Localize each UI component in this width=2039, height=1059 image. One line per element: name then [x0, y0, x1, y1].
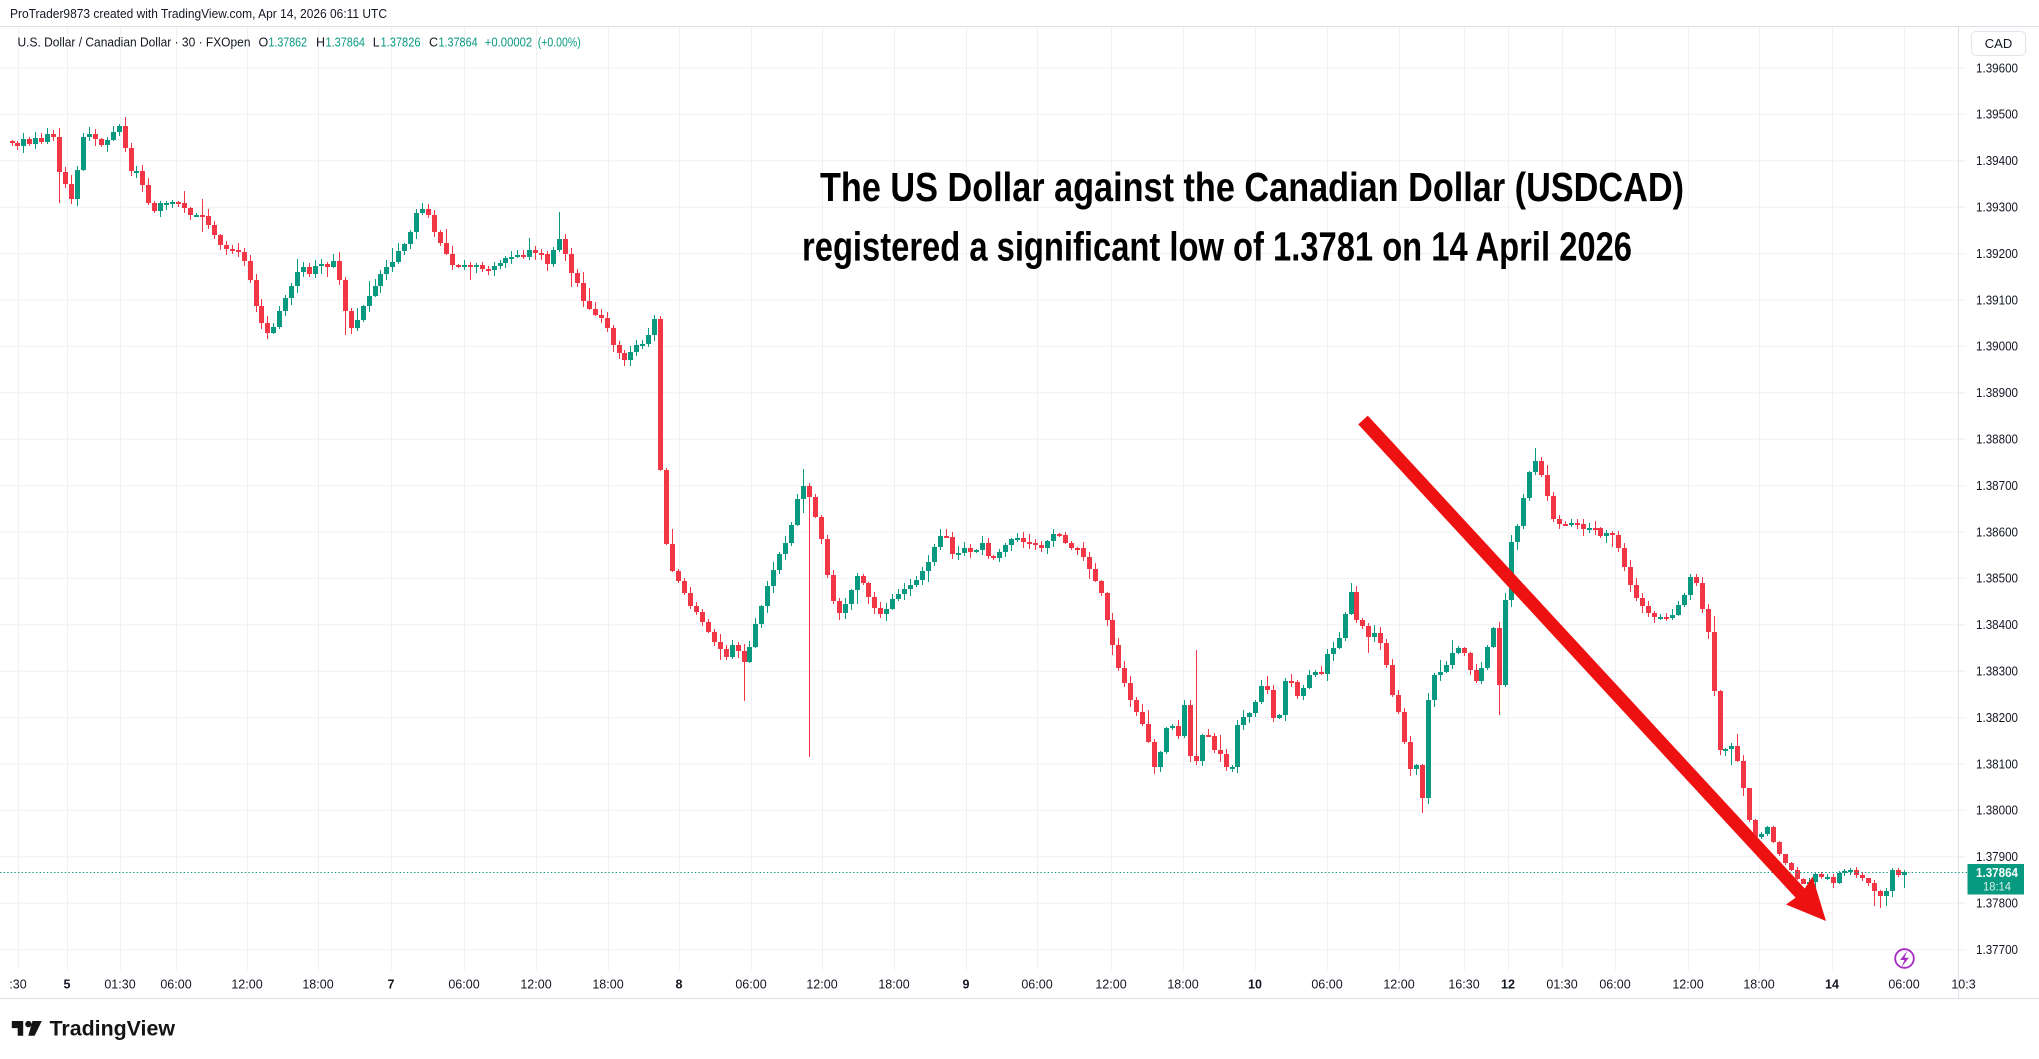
svg-text:12:00: 12:00 — [1672, 978, 1703, 992]
svg-text:18:00: 18:00 — [878, 978, 909, 992]
svg-text:1.37864: 1.37864 — [326, 36, 366, 50]
svg-text:10: 10 — [1248, 978, 1262, 992]
svg-text:12:00: 12:00 — [231, 978, 262, 992]
svg-text:10:3: 10:3 — [1951, 978, 1975, 992]
svg-text:18:00: 18:00 — [302, 978, 333, 992]
svg-text:1.39300: 1.39300 — [1976, 201, 2018, 215]
svg-text:U.S. Dollar / Canadian Dollar: U.S. Dollar / Canadian Dollar · 30 · FXO… — [18, 36, 251, 50]
svg-text:TradingView: TradingView — [50, 1018, 176, 1041]
svg-text:06:00: 06:00 — [735, 978, 766, 992]
svg-text:H: H — [316, 36, 325, 50]
svg-text:L: L — [373, 36, 380, 50]
svg-text:1.37800: 1.37800 — [1976, 897, 2018, 911]
svg-text:O: O — [259, 36, 269, 50]
svg-text:06:00: 06:00 — [1021, 978, 1052, 992]
svg-text:1.39400: 1.39400 — [1976, 154, 2018, 168]
svg-text:registered a significant low o: registered a significant low of 1.3781 o… — [802, 224, 1632, 270]
svg-text:5: 5 — [64, 978, 71, 992]
svg-text:1.38000: 1.38000 — [1976, 804, 2018, 818]
svg-text:CAD: CAD — [1985, 36, 2012, 51]
svg-text:1.39500: 1.39500 — [1976, 108, 2018, 122]
svg-text:1.38600: 1.38600 — [1976, 525, 2018, 539]
svg-text:ProTrader9873 created with Tra: ProTrader9873 created with TradingView.c… — [10, 6, 387, 21]
svg-text:06:00: 06:00 — [448, 978, 479, 992]
svg-text:1.37900: 1.37900 — [1976, 850, 2018, 864]
svg-text:1.38400: 1.38400 — [1976, 618, 2018, 632]
svg-text:14: 14 — [1825, 978, 1839, 992]
svg-text::30: :30 — [9, 978, 26, 992]
svg-text:1.38800: 1.38800 — [1976, 433, 2018, 447]
svg-text:1.38900: 1.38900 — [1976, 386, 2018, 400]
svg-text:7: 7 — [388, 978, 395, 992]
svg-text:1.37700: 1.37700 — [1976, 943, 2018, 957]
svg-text:06:00: 06:00 — [1888, 978, 1919, 992]
svg-text:1.38700: 1.38700 — [1976, 479, 2018, 493]
svg-text:12:00: 12:00 — [520, 978, 551, 992]
svg-text:8: 8 — [676, 978, 683, 992]
svg-text:1.39000: 1.39000 — [1976, 340, 2018, 354]
svg-text:01:30: 01:30 — [104, 978, 135, 992]
svg-text:C: C — [429, 36, 438, 50]
svg-text:06:00: 06:00 — [1311, 978, 1342, 992]
svg-text:1.38300: 1.38300 — [1976, 665, 2018, 679]
svg-text:06:00: 06:00 — [1599, 978, 1630, 992]
svg-text:18:00: 18:00 — [1743, 978, 1774, 992]
svg-text:The US Dollar against the Cana: The US Dollar against the Canadian Dolla… — [820, 164, 1684, 210]
svg-text:1.37826: 1.37826 — [381, 36, 421, 50]
svg-text:12:00: 12:00 — [1383, 978, 1414, 992]
svg-text:1.39100: 1.39100 — [1976, 293, 2018, 307]
svg-text:12: 12 — [1501, 978, 1515, 992]
svg-text:1.37864: 1.37864 — [1976, 866, 2018, 880]
svg-text:16:30: 16:30 — [1448, 978, 1479, 992]
svg-text:+0.00002: +0.00002 — [485, 36, 532, 50]
svg-text:18:14: 18:14 — [1983, 880, 2011, 894]
svg-text:1.39200: 1.39200 — [1976, 247, 2018, 261]
svg-text:1.37864: 1.37864 — [439, 36, 478, 50]
svg-text:(+0.00%): (+0.00%) — [538, 36, 581, 50]
svg-text:01:30: 01:30 — [1546, 978, 1577, 992]
svg-text:1.39600: 1.39600 — [1976, 61, 2018, 75]
svg-text:12:00: 12:00 — [1095, 978, 1126, 992]
svg-text:1.38200: 1.38200 — [1976, 711, 2018, 725]
svg-text:12:00: 12:00 — [806, 978, 837, 992]
svg-text:06:00: 06:00 — [160, 978, 191, 992]
svg-text:1.37862: 1.37862 — [269, 36, 308, 50]
svg-text:18:00: 18:00 — [592, 978, 623, 992]
svg-text:1.38100: 1.38100 — [1976, 757, 2018, 771]
svg-text:1.38500: 1.38500 — [1976, 572, 2018, 586]
svg-text:18:00: 18:00 — [1167, 978, 1198, 992]
svg-text:9: 9 — [963, 978, 970, 992]
